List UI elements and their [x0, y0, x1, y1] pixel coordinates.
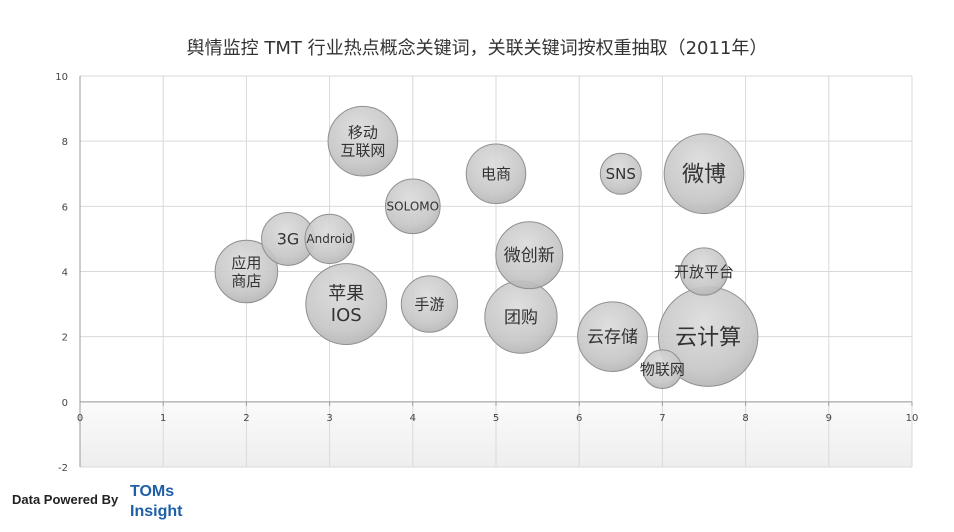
y-tick-label: 2: [62, 333, 68, 344]
bubble-label: SNS: [606, 165, 636, 183]
bubble-label: 苹果 IOS: [328, 284, 364, 327]
chart-title: 舆情监控 TMT 行业热点概念关键词，关联关键词按权重抽取（2011年）: [186, 38, 768, 59]
x-tick-label: 8: [742, 413, 748, 424]
x-tick-label: 4: [410, 413, 416, 424]
bubble: [400, 275, 459, 333]
x-tick-label: 5: [493, 413, 499, 424]
y-tick-label: -2: [58, 463, 68, 474]
bubble-label: 物联网: [640, 361, 685, 379]
bubble-label: 云存储: [587, 328, 638, 348]
bubble-label: Android: [306, 232, 352, 246]
bubble-label: 团购: [504, 308, 538, 328]
x-tick-label: 7: [659, 413, 665, 424]
data-powered-by-text: Data Powered By: [12, 492, 119, 507]
x-tick-label: 6: [576, 413, 582, 424]
y-tick-label: 10: [55, 72, 68, 83]
bubble-label: 3G: [277, 230, 300, 249]
bubble-label: 微博: [682, 162, 726, 187]
y-tick-label: 6: [62, 202, 68, 213]
bubble: [642, 349, 683, 390]
bubble: [327, 105, 399, 177]
x-tick-label: 10: [906, 413, 919, 424]
y-tick-label: 4: [62, 268, 68, 279]
bubble: [495, 221, 564, 290]
bubble-label: 开放平台: [674, 263, 734, 281]
y-tick-label: 8: [62, 137, 68, 148]
bubble: [465, 143, 527, 205]
bubble-label: 云计算: [675, 325, 741, 350]
bubble: [304, 213, 355, 265]
bubble: [577, 301, 648, 372]
bubble: [679, 247, 729, 296]
x-tick-label: 0: [77, 413, 83, 424]
bubble-label: 电商: [481, 165, 511, 183]
bubble-label: 应用商店: [231, 254, 261, 290]
bubble-label: 微创新: [504, 246, 555, 266]
toms-insight-logo: TOMs Insight: [130, 482, 182, 522]
bubble: [599, 152, 642, 195]
bubble: [305, 263, 388, 345]
x-tick-label: 3: [326, 413, 332, 424]
bubble: [663, 133, 745, 215]
x-tick-label: 2: [243, 413, 249, 424]
bubble-label: 手游: [414, 295, 444, 313]
brand-line-2: Insight: [130, 503, 183, 520]
brand-line-1: TOMs: [130, 483, 175, 500]
bubble-label: 移动互联网: [340, 123, 385, 159]
x-tick-label: 1: [160, 413, 166, 424]
y-tick-label: 0: [62, 398, 68, 409]
bubble: [214, 239, 279, 304]
x-tick-label: 9: [826, 413, 832, 424]
bubble: [384, 178, 441, 235]
bubble-label: SOLOMO: [387, 200, 440, 214]
